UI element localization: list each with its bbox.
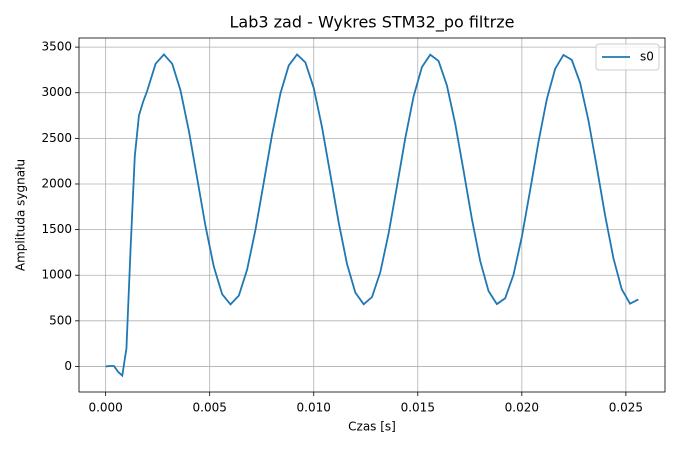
x-axis-label: Czas [s] <box>348 420 396 434</box>
data-line <box>105 53 639 378</box>
y-tick-label: 500 <box>49 313 72 327</box>
y-tick-label: 2500 <box>41 131 72 145</box>
y-tick-label: 3000 <box>41 85 72 99</box>
x-tick-label: 0.020 <box>505 401 539 415</box>
y-axis-label: Amplituda sygnału <box>14 159 28 271</box>
y-tick-label: 3500 <box>41 40 72 54</box>
x-tick-label: 0.010 <box>297 401 331 415</box>
plot-frame <box>78 37 666 393</box>
y-tick-label: 1500 <box>41 222 72 236</box>
x-tick-label: 0.005 <box>193 401 227 415</box>
y-tick-label: 0 <box>64 359 72 373</box>
y-tick-label: 2000 <box>41 176 72 190</box>
legend-label: s0 <box>640 50 654 64</box>
x-tick-label: 0.025 <box>609 401 643 415</box>
x-tick-label: 0.000 <box>88 401 122 415</box>
x-tick-label: 0.015 <box>401 401 435 415</box>
y-tick-label: 1000 <box>41 268 72 282</box>
chart-title: Lab3 zad - Wykres STM32_po filtrze <box>230 13 515 33</box>
